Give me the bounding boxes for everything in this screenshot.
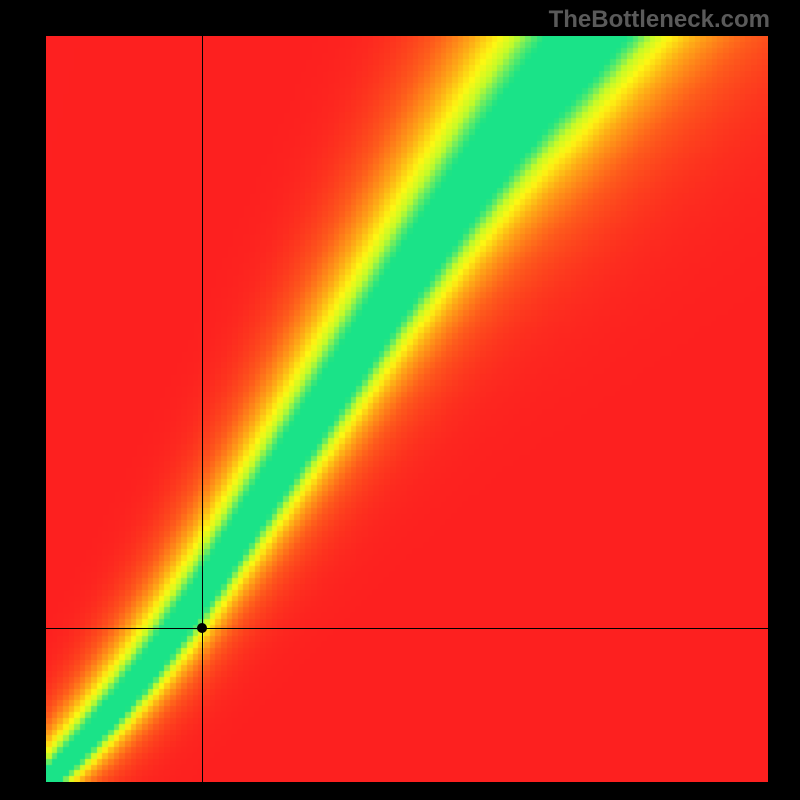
crosshair-vertical <box>202 36 203 782</box>
selection-marker <box>197 623 207 633</box>
heatmap-plot <box>46 36 768 782</box>
watermark-text: TheBottleneck.com <box>549 6 770 34</box>
heatmap-canvas <box>46 36 768 782</box>
crosshair-horizontal <box>46 628 768 629</box>
